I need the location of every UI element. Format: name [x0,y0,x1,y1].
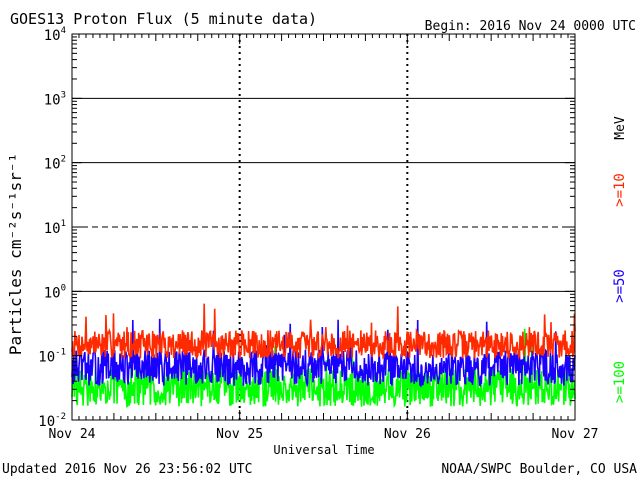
legend-unit: MeV [613,116,628,140]
legend-series-10: >=10 [612,173,628,207]
begin-time: Begin: 2016 Nov 24 0000 UTC [425,19,636,34]
updated-time: Updated 2016 Nov 26 23:56:02 UTC [2,462,252,477]
y-tick-label-3: 101 [44,219,66,237]
chart-title: GOES13 Proton Flux (5 minute data) [10,10,317,28]
series-line-1 [71,318,576,388]
legend-series-50: >=50 [612,269,628,303]
x-tick-label-3: Nov 27 [552,427,599,442]
x-tick-label-1: Nov 25 [216,427,263,442]
credit: NOAA/SWPC Boulder, CO USA [441,462,637,477]
series-line-0 [71,303,576,361]
legend-series-100: >=100 [612,361,628,403]
plot-area: 10-2 10-1 100 101 102 103 104 Nov 24 Nov 25 Nov 2… [38,26,598,442]
y-tick-label-6: 104 [44,26,66,44]
x-tick-label-2: Nov 26 [384,427,431,442]
y-tick-label-0: 10-2 [38,412,66,430]
x-tick-label-0: Nov 24 [49,427,96,442]
plot-border [71,33,576,421]
x-axis-title: Universal Time [273,443,374,457]
y-axis-title: Particles cm⁻²s⁻¹sr⁻¹ [6,153,25,355]
plot-frame [71,33,576,421]
y-tick-label-2: 100 [44,283,66,301]
series-layer [71,303,576,409]
y-tick-label-1: 10-1 [38,348,66,366]
y-tick-label-4: 102 [44,155,66,173]
series-line-2 [71,328,576,409]
y-tick-label-5: 103 [44,90,66,108]
